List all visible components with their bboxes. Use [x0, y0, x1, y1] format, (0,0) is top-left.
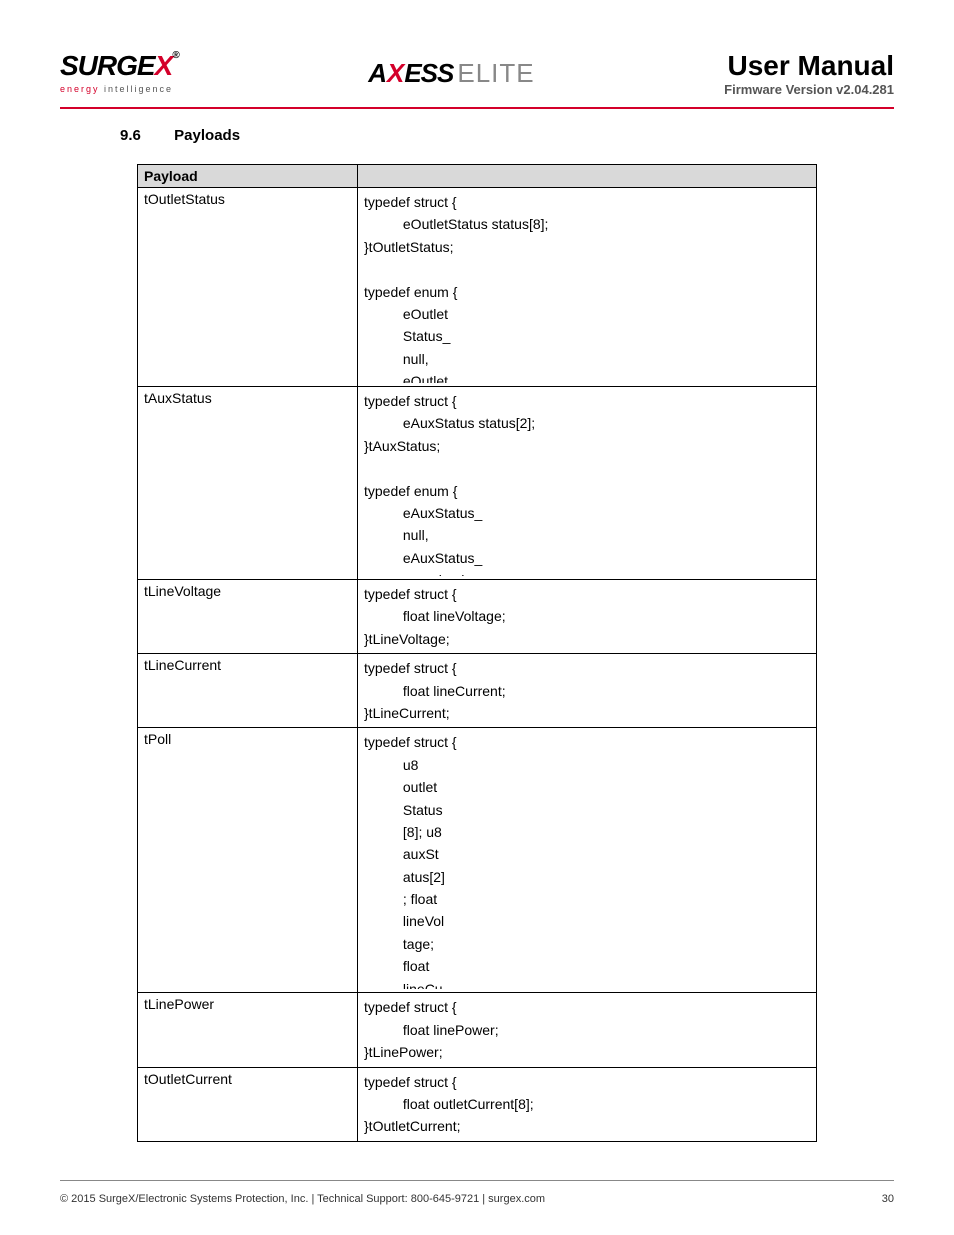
- table-row: tLineVoltagetypedef struct { float lineV…: [138, 580, 817, 654]
- section-title: Payloads: [174, 127, 240, 144]
- logo-surgex: SURGEX® energy intelligence: [60, 50, 179, 94]
- logo-axess: AXESSELITE: [368, 58, 534, 89]
- payload-definition: typedef struct { u8 outlet Status [8]; u…: [358, 728, 817, 993]
- surgex-tagline: energy intelligence: [60, 84, 173, 94]
- payload-name: tLineVoltage: [138, 580, 358, 654]
- table-header-payload: Payload: [138, 165, 358, 188]
- tag-intel: intelligence: [100, 84, 174, 94]
- payload-definition: typedef struct { float outletCurrent[8];…: [358, 1067, 817, 1141]
- payload-name: tPoll: [138, 728, 358, 993]
- payload-table: Payload tOutletStatustypedef struct { eO…: [137, 164, 817, 1142]
- surgex-text: SURGE: [60, 50, 155, 81]
- payload-name: tLinePower: [138, 993, 358, 1067]
- table-row: tLineCurrenttypedef struct { float lineC…: [138, 654, 817, 728]
- surgex-wordmark: SURGEX®: [60, 50, 179, 82]
- table-header-def: [358, 165, 817, 188]
- axess-ess: ESS: [404, 58, 453, 88]
- page-footer: © 2015 SurgeX/Electronic Systems Protect…: [60, 1180, 894, 1205]
- tag-energy: energy: [60, 84, 100, 94]
- table-row: tPolltypedef struct { u8 outlet Status […: [138, 728, 817, 993]
- payload-definition: typedef struct { float lineVoltage; }tLi…: [358, 580, 817, 654]
- header-right: User Manual Firmware Version v2.04.281: [724, 50, 894, 97]
- payload-definition: typedef struct { eAuxStatus status[2]; }…: [358, 387, 817, 580]
- footer-left: © 2015 SurgeX/Electronic Systems Protect…: [60, 1193, 545, 1205]
- payload-name: tAuxStatus: [138, 387, 358, 580]
- axess-x: X: [387, 58, 404, 88]
- doc-title: User Manual: [724, 50, 894, 82]
- axess-elite: ELITE: [457, 58, 534, 88]
- payload-definition: typedef struct { float lineCurrent; }tLi…: [358, 654, 817, 728]
- page-header: SURGEX® energy intelligence AXESSELITE U…: [60, 50, 894, 109]
- section-heading: 9.6 Payloads: [120, 127, 894, 144]
- payload-name: tLineCurrent: [138, 654, 358, 728]
- footer-page-number: 30: [882, 1193, 894, 1205]
- table-row: tOutletStatustypedef struct { eOutletSta…: [138, 188, 817, 387]
- payload-name: tOutletStatus: [138, 188, 358, 387]
- table-row: tOutletCurrenttypedef struct { float out…: [138, 1067, 817, 1141]
- table-row: tLinePowertypedef struct { float linePow…: [138, 993, 817, 1067]
- table-row: tAuxStatustypedef struct { eAuxStatus st…: [138, 387, 817, 580]
- doc-subtitle: Firmware Version v2.04.281: [724, 82, 894, 97]
- surgex-x: X: [155, 50, 173, 81]
- section-number: 9.6: [120, 127, 170, 144]
- payload-definition: typedef struct { float linePower; }tLine…: [358, 993, 817, 1067]
- axess-a: A: [368, 58, 387, 88]
- payload-definition: typedef struct { eOutletStatus status[8]…: [358, 188, 817, 387]
- payload-name: tOutletCurrent: [138, 1067, 358, 1141]
